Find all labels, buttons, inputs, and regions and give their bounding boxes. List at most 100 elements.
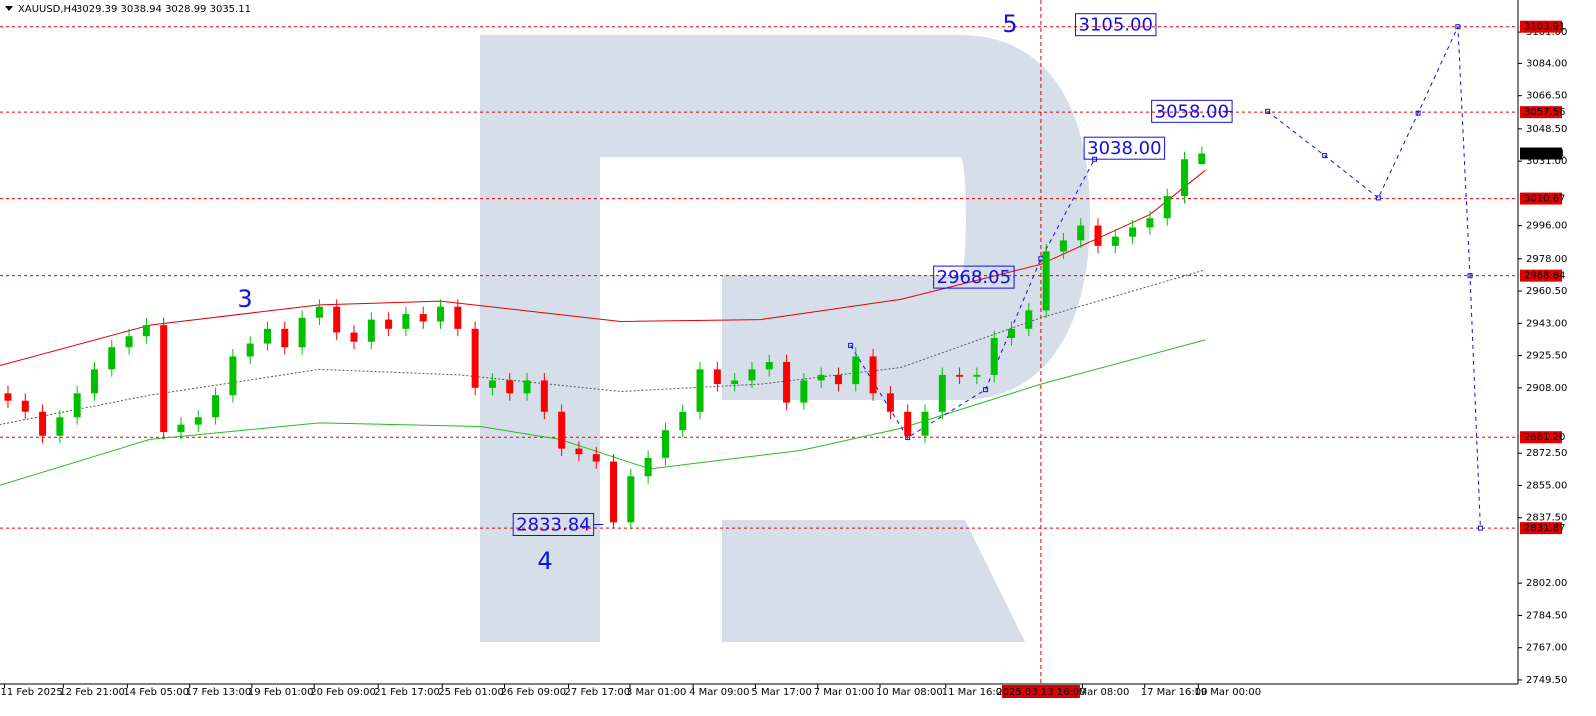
x-tick-label: 14 Feb 05:00 xyxy=(123,687,189,698)
level-label: 2831.87 xyxy=(1524,523,1565,534)
x-tick-label: 17 Mar 16:00 xyxy=(1141,687,1208,698)
watermark-stem xyxy=(480,35,600,642)
candle-body xyxy=(800,380,808,403)
candle-body xyxy=(765,361,773,370)
candle-body xyxy=(852,356,860,385)
wave-label: 4 xyxy=(537,547,552,575)
level-label: 2968.84 xyxy=(1524,271,1565,282)
level-label: 3057.56 xyxy=(1524,107,1565,118)
x-tick-label: 19 Feb 01:00 xyxy=(248,687,314,698)
y-tick-label: 2943.00 xyxy=(1526,318,1567,329)
forecast-path-node xyxy=(1265,108,1271,114)
candle-body xyxy=(385,319,393,329)
candle-body xyxy=(1146,218,1154,228)
y-tick-label: 2978.00 xyxy=(1526,254,1567,265)
candle-body xyxy=(1094,225,1102,246)
candle-body xyxy=(419,314,427,322)
y-tick-label: 2960.50 xyxy=(1526,286,1567,297)
candle-body xyxy=(834,374,842,385)
candle-body xyxy=(471,328,479,388)
candle-body xyxy=(454,306,462,329)
x-tick-label: Mar 08:00 xyxy=(1078,687,1129,698)
y-tick-label: 3066.50 xyxy=(1526,91,1567,102)
annotation-label: 2968.05 xyxy=(937,267,1011,288)
candle-body xyxy=(90,369,98,394)
y-tick-label: 2802.00 xyxy=(1526,578,1567,589)
y-tick-label: 2996.00 xyxy=(1526,221,1567,232)
x-tick-label: 11 Feb 2025 xyxy=(0,687,62,698)
y-tick-label: 2872.50 xyxy=(1526,448,1567,459)
candle-body xyxy=(437,306,445,322)
candle-body xyxy=(194,417,202,425)
candle-body xyxy=(817,374,825,381)
x-tick-label: 21 Feb 17:00 xyxy=(374,687,440,698)
candle-body xyxy=(921,411,929,436)
candle-body xyxy=(748,369,756,381)
candle-body xyxy=(1007,328,1015,339)
y-tick-label: 2925.50 xyxy=(1526,351,1567,362)
candle-body xyxy=(246,343,254,357)
candle-body xyxy=(506,380,514,394)
y-tick-label: 2837.50 xyxy=(1526,513,1567,524)
x-tick-label: 11 Mar 16:00 xyxy=(942,687,1009,698)
level-label: 2881.20 xyxy=(1524,432,1565,443)
chart-subtitle: 3029.39 3038.94 3028.99 3035.11 xyxy=(76,4,251,15)
x-tick-label: 25 Feb 01:00 xyxy=(438,687,504,698)
candle-body xyxy=(558,411,566,449)
candle-body xyxy=(212,395,220,418)
annotation-label: 2833.84 xyxy=(516,514,590,535)
forecast-path-node xyxy=(1477,525,1483,531)
y-tick-label: 2767.00 xyxy=(1526,643,1567,654)
x-tick-label: 17 Feb 13:00 xyxy=(186,687,252,698)
wave-label: 3 xyxy=(237,285,252,313)
candle-body xyxy=(990,338,998,375)
candle-body xyxy=(575,448,583,455)
x-tick-label: 12 Feb 21:00 xyxy=(59,687,125,698)
candle-body xyxy=(21,400,29,412)
title-icon xyxy=(5,6,13,11)
candle-body xyxy=(56,417,64,436)
candle-body xyxy=(1025,310,1033,329)
candle-body xyxy=(4,393,12,401)
candle-body xyxy=(713,369,721,385)
candle-body xyxy=(1129,227,1137,237)
candle-body xyxy=(610,461,618,523)
y-tick-label: 2784.50 xyxy=(1526,610,1567,621)
x-tick-label: 4 Mar 09:00 xyxy=(689,687,749,698)
candle-body xyxy=(367,319,375,342)
y-tick-label: 3084.00 xyxy=(1526,58,1567,69)
forecast-path xyxy=(1267,26,1481,529)
annotation-label: 3105.00 xyxy=(1079,15,1153,36)
candle-body xyxy=(142,325,150,337)
annotation-label: 3038.00 xyxy=(1087,138,1161,159)
candle-body xyxy=(869,356,877,394)
candle-body xyxy=(1059,240,1067,252)
level-box xyxy=(1520,20,1562,33)
level-box xyxy=(1520,431,1562,444)
cursor-label: 2025.03.13 16:00 xyxy=(996,687,1085,698)
candle-body xyxy=(938,374,946,412)
candle-body xyxy=(592,454,600,462)
candle-body xyxy=(661,430,669,458)
y-tick-label: 3031.00 xyxy=(1526,156,1567,167)
x-tick-label: 3 Mar 01:00 xyxy=(626,687,686,698)
candle-body xyxy=(160,325,168,433)
watermark xyxy=(480,35,1090,642)
x-tick-label: 19 Mar 00:00 xyxy=(1194,687,1261,698)
candle-body xyxy=(488,380,496,388)
candle-body xyxy=(627,476,635,523)
forecast-path-node xyxy=(1467,273,1473,279)
level-label: 3103.91 xyxy=(1524,22,1565,33)
level-label: 3010.67 xyxy=(1524,194,1565,205)
candle-body xyxy=(39,411,47,436)
level-box xyxy=(1520,192,1562,205)
x-tick-label: 7 Mar 01:00 xyxy=(814,687,874,698)
cursor-box xyxy=(1001,685,1080,698)
candle-body xyxy=(333,306,341,333)
forecast-path-node xyxy=(1322,153,1328,159)
moving-average xyxy=(0,339,1206,486)
level-box xyxy=(1520,269,1562,282)
candle-body xyxy=(108,347,116,370)
